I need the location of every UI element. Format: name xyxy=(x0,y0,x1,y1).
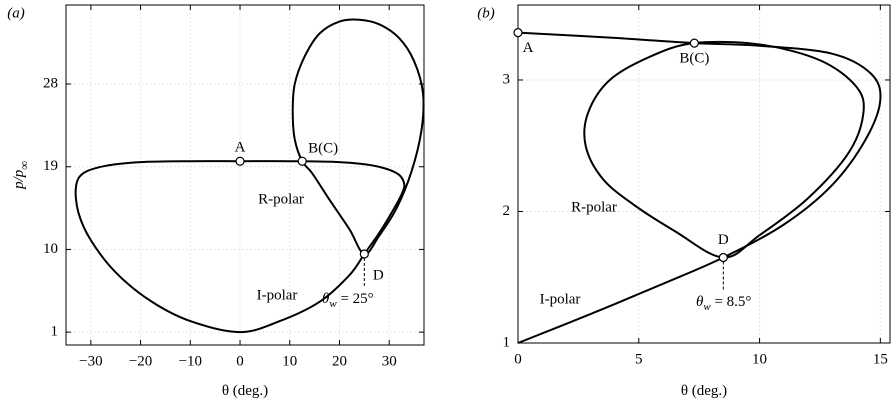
curve-label: I-polar xyxy=(540,291,581,307)
x-tick-label: 10 xyxy=(282,353,297,369)
x-tick-label: −10 xyxy=(179,353,202,369)
y-tick-label: 10 xyxy=(43,241,58,257)
panel-label: (b) xyxy=(477,5,495,21)
panel: −30 −20 −10 0 10 20 30 1 10 19 28 (a) θ (deg.) p/p∞ I-… xyxy=(7,4,425,399)
polar-curve xyxy=(291,18,425,256)
y-tick-label: 1 xyxy=(51,324,59,340)
curve-label: R-polar xyxy=(258,191,304,207)
plot-frame xyxy=(517,4,891,344)
y-tick-label: 2 xyxy=(503,203,511,219)
point-label: A xyxy=(235,140,246,156)
point-label: A xyxy=(523,40,534,56)
x-tick-label: 30 xyxy=(382,353,397,369)
y-axis-label-sub: ∞ xyxy=(17,161,31,170)
x-tick-label: 0 xyxy=(236,353,244,369)
state-point xyxy=(297,156,307,166)
wedge-symbol: θ xyxy=(322,291,330,307)
y-tick-label: 28 xyxy=(43,75,58,91)
wedge-angle-label: θw = 25° xyxy=(322,291,374,309)
point-label: B(C) xyxy=(679,51,709,67)
wedge-value: = 8.5° xyxy=(711,294,752,310)
y-axis-label-main: p/p xyxy=(11,169,27,190)
y-axis-label: p/p∞ xyxy=(11,161,30,190)
polar-curve xyxy=(583,40,865,259)
wedge-symbol: θ xyxy=(696,294,704,310)
curve-label: R-polar xyxy=(571,199,617,215)
point-label: D xyxy=(718,232,729,248)
x-axis-label-text: θ (deg.) xyxy=(222,383,268,399)
x-tick-label: 0 xyxy=(514,351,522,367)
x-tick-label: −30 xyxy=(79,353,102,369)
point-label: B(C) xyxy=(308,141,338,157)
x-tick-label: 10 xyxy=(752,351,767,367)
y-tick-label: 3 xyxy=(503,71,511,87)
x-axis-label-text: θ (deg.) xyxy=(681,383,727,399)
state-point xyxy=(513,28,523,38)
x-axis-label: θ (deg.) xyxy=(681,383,727,399)
x-tick-label: 5 xyxy=(635,351,643,367)
wedge-angle-label: θw = 8.5° xyxy=(696,294,751,312)
x-tick-label: 15 xyxy=(873,351,888,367)
panel: 0 5 10 15 1 2 3 (b) θ (deg.) I-polar R-polar A B(C) D… xyxy=(477,4,891,399)
state-point xyxy=(359,249,369,259)
x-axis-label: θ (deg.) xyxy=(222,383,268,399)
wedge-value: = 25° xyxy=(337,291,374,307)
x-tick-label: −20 xyxy=(129,353,152,369)
wedge-subscript: w xyxy=(703,301,711,313)
state-point xyxy=(235,156,245,166)
y-tick-label: 19 xyxy=(43,158,58,174)
state-point xyxy=(718,252,728,263)
plot-frame xyxy=(65,4,425,346)
point-label: D xyxy=(373,267,384,283)
x-tick-label: 20 xyxy=(332,353,347,369)
curve-label: I-polar xyxy=(257,287,298,303)
y-tick-label: 1 xyxy=(503,334,511,350)
state-point xyxy=(689,38,699,48)
wedge-subscript: w xyxy=(329,298,337,310)
panel-label: (a) xyxy=(7,5,25,21)
